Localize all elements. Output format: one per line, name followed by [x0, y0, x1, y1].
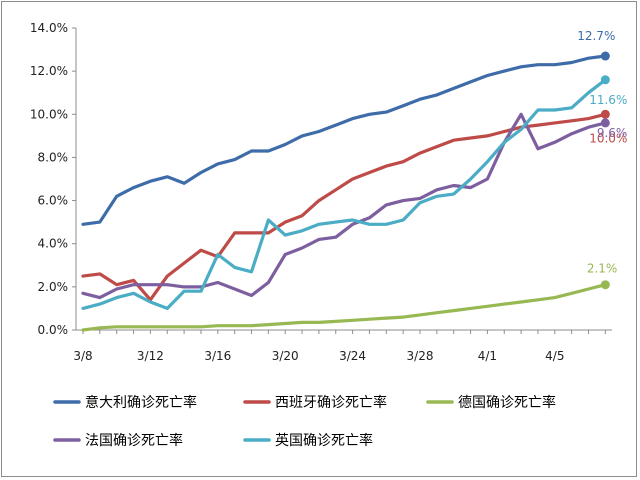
- legend-label-4: 英国确诊死亡率: [275, 432, 373, 449]
- x-tick-label: 3/12: [137, 349, 164, 363]
- series-end-marker-1: [600, 109, 610, 119]
- legend-label-3: 法国确诊死亡率: [85, 432, 183, 449]
- series-line-1: [81, 112, 608, 302]
- y-tick-label: 0.0%: [38, 323, 69, 337]
- x-tick-label: 4/1: [478, 349, 497, 363]
- x-tick-label: 3/16: [204, 349, 231, 363]
- x-tick-label: 3/28: [407, 349, 434, 363]
- y-tick-label: 10.0%: [30, 107, 68, 121]
- series-end-marker-4: [600, 75, 610, 85]
- x-tick-label: 3/8: [73, 349, 92, 363]
- y-tick-label: 6.0%: [38, 194, 69, 208]
- series-line-3: [81, 112, 608, 300]
- series-end-marker-3: [600, 118, 610, 128]
- y-tick-label: 2.0%: [38, 280, 69, 294]
- y-tick-label: 4.0%: [38, 237, 69, 251]
- y-tick-label: 14.0%: [30, 21, 68, 35]
- end-labels: 12.7% 10.0% 2.1% 9.6% 11.6%: [577, 29, 627, 276]
- series-end-label-4: 11.6%: [589, 93, 627, 107]
- series-line-2: [81, 283, 608, 332]
- series-end-marker-2: [600, 280, 610, 290]
- x-tick-label: 3/24: [339, 349, 366, 363]
- series-end-label-2: 2.1%: [587, 262, 618, 276]
- x-tick-label: 4/5: [545, 349, 564, 363]
- series-line-4: [81, 78, 608, 310]
- y-tick-label: 12.0%: [30, 64, 68, 78]
- series-layer: [81, 51, 610, 332]
- series-end-label-1: 10.0%: [589, 131, 627, 145]
- legend-label-0: 意大利确诊死亡率: [85, 394, 197, 411]
- series-line-0: [81, 54, 608, 226]
- legend-label-2: 德国确诊死亡率: [458, 394, 556, 411]
- series-end-label-0: 12.7%: [577, 29, 615, 43]
- series-end-label-3: 9.6%: [597, 126, 628, 140]
- x-tick-label: 3/20: [272, 349, 299, 363]
- legend-label-1: 西班牙确诊死亡率: [275, 394, 387, 411]
- y-tick-label: 8.0%: [38, 150, 69, 164]
- axes: 0.0% 2.0% 4.0% 6.0% 8.0% 10.0% 12.0% 14.0% 3/8 3/…: [30, 21, 612, 363]
- series-end-marker-0: [600, 51, 610, 61]
